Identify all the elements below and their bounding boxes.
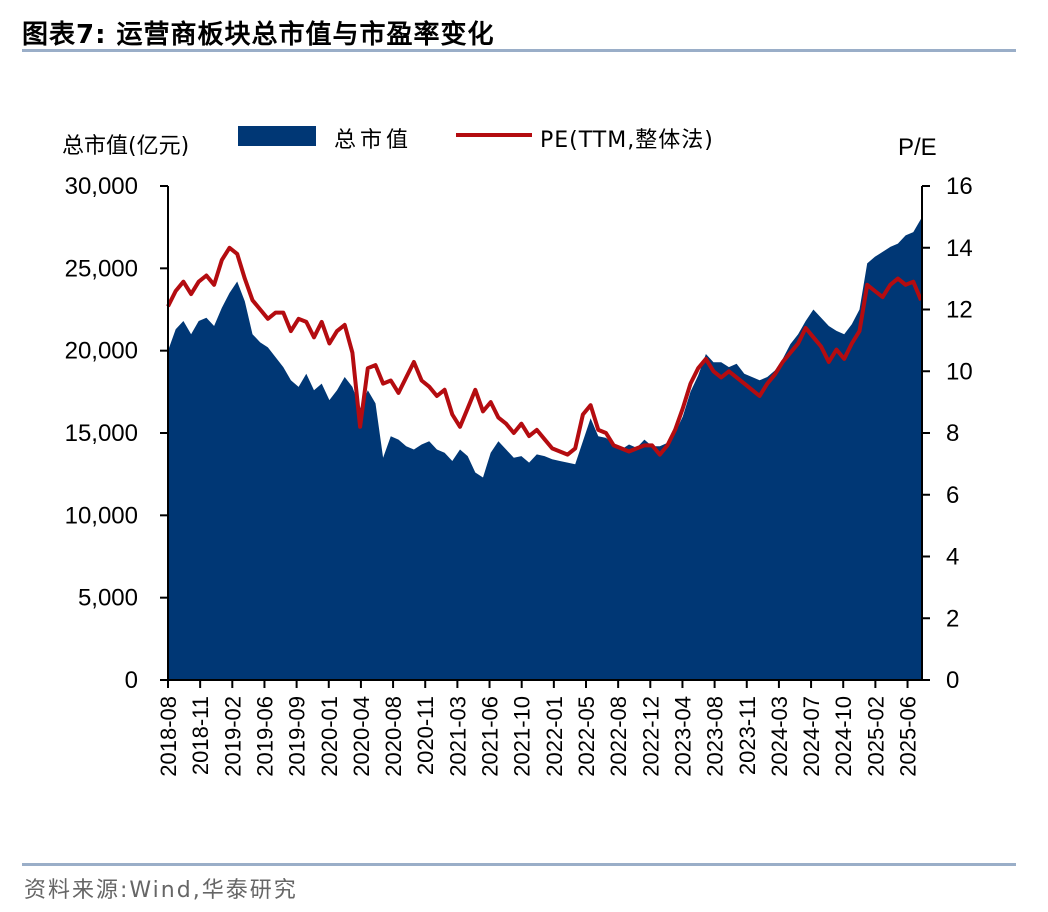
legend-label-pe: PE(TTM,整体法) (540, 128, 714, 153)
x-tick-label: 2024-03 (767, 696, 792, 777)
x-tick-label: 2020-04 (349, 696, 374, 777)
right-tick-label: 6 (946, 482, 959, 509)
x-tick-label: 2022-12 (638, 696, 663, 777)
right-axis-title: P/E (898, 134, 937, 161)
right-tick-label: 12 (946, 297, 973, 324)
left-axis-title: 总市值(亿元) (62, 134, 190, 159)
x-tick-label: 2023-08 (703, 696, 728, 777)
title-divider (22, 49, 1016, 52)
x-tick-label: 2022-01 (542, 696, 567, 777)
x-tick-label: 2025-02 (863, 696, 888, 777)
right-tick-label: 2 (946, 605, 959, 632)
x-tick-label: 2020-01 (317, 696, 342, 777)
x-tick-label: 2021-06 (478, 696, 503, 777)
x-tick-label: 2018-11 (188, 696, 213, 775)
left-tick-label: 15,000 (65, 420, 138, 447)
x-tick-label: 2025-06 (896, 696, 921, 777)
legend-swatch-pe (456, 133, 532, 137)
right-tick-label: 16 (946, 173, 973, 200)
x-tick-label: 2024-10 (831, 696, 856, 777)
x-tick-label: 2022-05 (574, 696, 599, 777)
right-tick-label: 14 (946, 235, 973, 262)
source-note: 资料来源:Wind,华泰研究 (24, 878, 298, 903)
x-tick-label: 2018-08 (156, 696, 181, 777)
x-tick-label: 2019-02 (220, 696, 245, 777)
x-tick-label: 2019-06 (253, 696, 278, 777)
right-tick-label: 0 (946, 667, 959, 694)
legend-swatch-market-cap (238, 126, 316, 146)
right-tick-label: 10 (946, 358, 973, 385)
x-tick-label: 2021-03 (445, 696, 470, 777)
right-tick-label: 8 (946, 420, 959, 447)
market-cap-area (168, 218, 921, 680)
x-tick-label: 2020-08 (381, 696, 406, 777)
x-tick-label: 2022-08 (606, 696, 631, 777)
left-tick-label: 0 (125, 667, 138, 694)
x-tick-label: 2020-11 (413, 696, 438, 775)
x-tick-label: 2019-09 (285, 696, 310, 777)
x-tick-label: 2021-10 (510, 696, 535, 777)
left-tick-label: 5,000 (78, 585, 138, 612)
left-tick-label: 30,000 (65, 173, 138, 200)
pe-line (166, 245, 923, 457)
x-tick-label: 2023-04 (671, 696, 696, 777)
x-tick-label: 2024-07 (799, 696, 824, 777)
left-tick-label: 25,000 (65, 255, 138, 282)
right-tick-label: 4 (946, 544, 959, 571)
x-tick-label: 2023-11 (735, 696, 760, 775)
left-tick-label: 20,000 (65, 338, 138, 365)
chart-title: 图表7: 运营商板块总市值与市盈率变化 (22, 20, 495, 50)
source-divider (22, 863, 1016, 866)
left-tick-label: 10,000 (65, 502, 138, 529)
legend-label-market-cap: 总市值 (334, 128, 413, 153)
